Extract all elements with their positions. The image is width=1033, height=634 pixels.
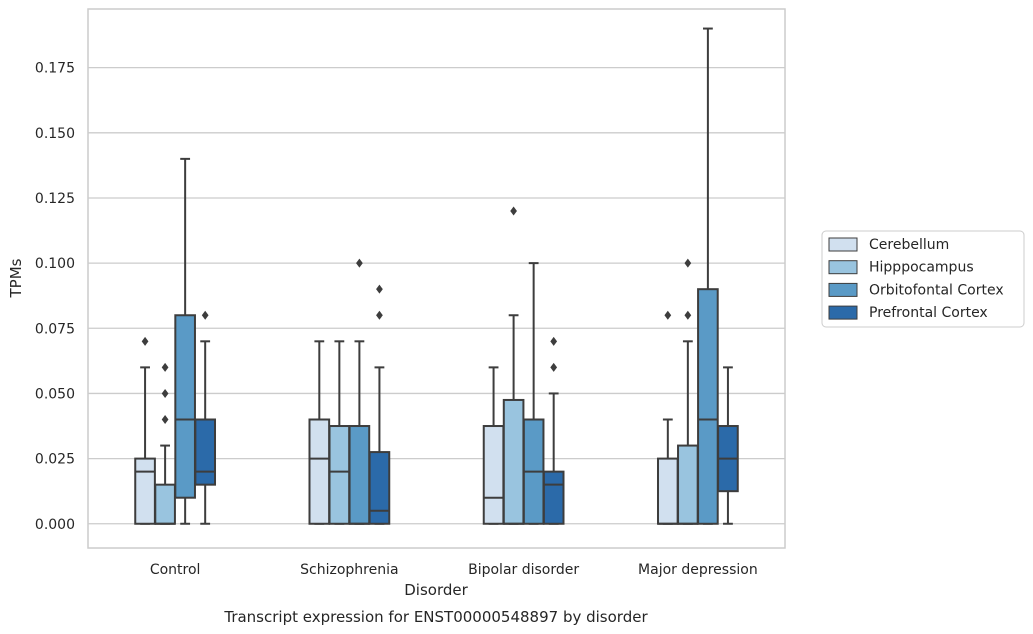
legend-swatch: [828, 305, 858, 320]
box-cerebellum: [482, 366, 505, 525]
box-iqr: [194, 418, 217, 486]
box-iqr: [308, 418, 331, 525]
legend-swatch: [828, 282, 858, 297]
legend: Cerebellum Hipppocampus Orbitofontal Corte…: [821, 230, 1025, 328]
x-axis-label: Disorder: [404, 581, 468, 599]
box-iqr: [542, 470, 565, 525]
y-axis-label: TPMs: [7, 258, 25, 298]
box-prefrontal-cortex: [194, 310, 217, 525]
box-prefrontal-cortex: [368, 284, 391, 525]
box-iqr: [174, 314, 196, 499]
x-tick-label: Control: [150, 562, 201, 578]
y-tick-label: 0.150: [35, 126, 75, 142]
outlier-point: [510, 206, 517, 216]
box-hipppocampus: [328, 340, 351, 525]
box-iqr: [328, 425, 351, 525]
outlier-point: [161, 362, 169, 372]
box-iqr: [656, 457, 679, 525]
box-iqr: [134, 457, 156, 525]
y-tick-labels: 0.000 0.025 0.050 0.075 0.100 0.125 0.150 0.175: [35, 61, 75, 533]
legend-items: Cerebellum Hipppocampus Orbitofontal Corte…: [828, 237, 1004, 321]
legend-swatch: [828, 237, 858, 252]
outlier-point: [161, 388, 169, 398]
x-tick-label: Bipolar disorder: [468, 562, 579, 578]
box-hipppocampus: [677, 258, 699, 525]
legend-label: Cerebellum: [869, 237, 949, 253]
legend-swatch: [828, 260, 858, 275]
plot-area-frame: [87, 8, 786, 549]
box-iqr: [697, 288, 719, 525]
box-orbitofontal-cortex: [522, 262, 545, 525]
outlier-point: [201, 310, 209, 320]
x-tick-label: Schizophrenia: [300, 562, 398, 578]
y-tick-label: 0.175: [35, 61, 75, 77]
x-tick-label: Major depression: [638, 562, 758, 578]
outlier-point: [161, 415, 169, 425]
outlier-point: [376, 310, 383, 320]
y-tick-label: 0.100: [35, 256, 75, 272]
box-iqr: [502, 398, 525, 525]
box-hipppocampus: [154, 362, 176, 525]
y-tick-label: 0.075: [35, 321, 75, 337]
box-prefrontal-cortex: [542, 336, 565, 525]
box-iqr: [677, 444, 699, 525]
box-groups: [134, 27, 739, 525]
y-tick-label: 0.125: [35, 191, 75, 207]
outlier-point: [664, 310, 672, 320]
box-orbitofontal-cortex: [348, 258, 371, 525]
box-iqr: [368, 451, 391, 525]
outlier-point: [550, 336, 558, 346]
box-cerebellum: [134, 336, 156, 525]
box-orbitofontal-cortex: [174, 157, 196, 525]
x-tick-labels: Control Schizophrenia Bipolar disorder Majo…: [150, 562, 758, 578]
box-prefrontal-cortex: [717, 366, 739, 525]
legend-label: Prefrontal Cortex: [869, 305, 988, 321]
y-tick-label: 0.025: [35, 452, 75, 468]
legend-frame: [821, 230, 1025, 328]
chart-caption: Transcript expression for ENST0000054889…: [223, 608, 648, 626]
legend-label: Hipppocampus: [869, 260, 974, 276]
y-tick-label: 0.000: [35, 517, 75, 533]
y-tick-label: 0.050: [35, 386, 75, 402]
outlier-point: [376, 284, 383, 294]
box-iqr: [482, 425, 505, 525]
outlier-point: [550, 362, 558, 372]
box-iqr: [348, 425, 371, 525]
outlier-point: [684, 258, 692, 268]
outlier-point: [356, 258, 363, 268]
box-cerebellum: [308, 340, 331, 525]
outlier-point: [141, 336, 149, 346]
legend-label: Orbitofontal Cortex: [869, 282, 1004, 298]
outlier-point: [684, 310, 692, 320]
box-orbitofontal-cortex: [697, 27, 719, 525]
box-hipppocampus: [502, 206, 525, 525]
box-iqr: [154, 483, 176, 525]
box-cerebellum: [656, 310, 679, 525]
